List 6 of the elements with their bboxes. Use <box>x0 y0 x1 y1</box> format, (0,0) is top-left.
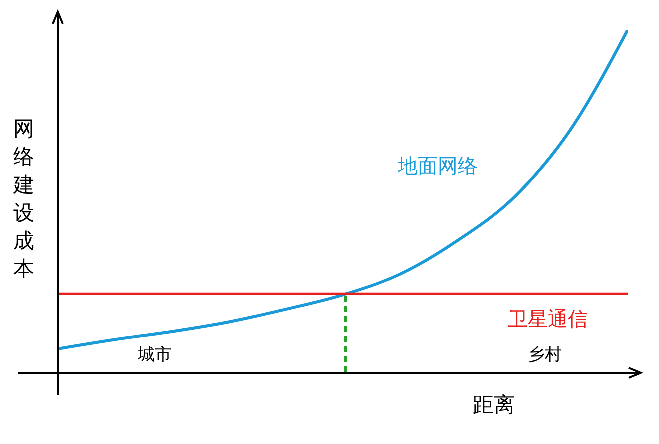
annotation: 乡村 <box>528 344 562 366</box>
x-axis-title: 距离 <box>473 392 515 419</box>
series-label: 卫星通信 <box>508 306 588 334</box>
series-label: 地面网络 <box>398 152 478 180</box>
annotation: 城市 <box>138 344 172 366</box>
y-axis-title: 网络建设成本 <box>12 116 36 283</box>
